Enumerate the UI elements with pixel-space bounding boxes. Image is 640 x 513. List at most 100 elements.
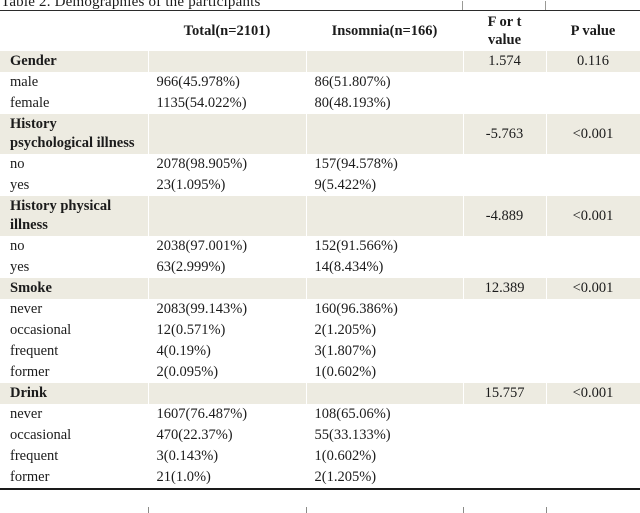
p-value	[546, 175, 640, 196]
p-value	[546, 236, 640, 257]
table-row: yes 23(1.095%) 9(5.422%)	[0, 175, 640, 196]
f-or-t-value: 1.574	[463, 51, 547, 72]
row-label: Smoke	[0, 278, 149, 299]
row-label: no	[0, 154, 149, 175]
f-or-t-value	[463, 299, 547, 320]
total-value	[148, 114, 307, 154]
table-row: frequent 4(0.19%) 3(1.807%)	[0, 341, 640, 362]
f-or-t-value: 15.757	[463, 383, 547, 404]
table-row: History psychological illness -5.763 <0.00…	[0, 114, 640, 154]
table-row: never 2083(99.143%) 160(96.386%)	[0, 299, 640, 320]
row-label: frequent	[0, 341, 149, 362]
total-value: 23(1.095%)	[148, 175, 307, 196]
insomnia-value: 86(51.807%)	[306, 72, 464, 93]
insomnia-value: 157(94.578%)	[306, 154, 464, 175]
total-value: 966(45.978%)	[148, 72, 307, 93]
p-value	[546, 446, 640, 467]
f-or-t-value	[463, 341, 547, 362]
total-value: 2083(99.143%)	[148, 299, 307, 320]
row-label: never	[0, 404, 149, 425]
column-boundary-tick	[545, 1, 546, 10]
table-row: former 21(1.0%) 2(1.205%)	[0, 467, 640, 489]
total-value: 12(0.571%)	[148, 320, 307, 341]
p-value	[546, 404, 640, 425]
column-header-total: Total(n=2101)	[183, 23, 271, 39]
row-label: yes	[0, 257, 149, 278]
f-or-t-value	[463, 257, 547, 278]
row-label: former	[0, 362, 149, 383]
table-row: male 966(45.978%) 86(51.807%)	[0, 72, 640, 93]
row-label: male	[0, 72, 149, 93]
f-or-t-value	[463, 175, 547, 196]
p-value	[546, 467, 640, 489]
total-value: 2038(97.001%)	[148, 236, 307, 257]
table-row: occasional 470(22.37%) 55(33.133%)	[0, 425, 640, 446]
column-boundary-tick	[306, 507, 307, 513]
insomnia-value: 80(48.193%)	[306, 93, 464, 114]
f-or-t-value	[463, 154, 547, 175]
total-value: 1135(54.022%)	[148, 93, 307, 114]
insomnia-value: 55(33.133%)	[306, 425, 464, 446]
insomnia-value: 1(0.602%)	[306, 362, 464, 383]
table-row: History physical illness -4.889 <0.001	[0, 196, 640, 236]
f-or-t-value: 12.389	[463, 278, 547, 299]
p-value	[546, 93, 640, 114]
row-label: occasional	[0, 425, 149, 446]
row-label: Gender	[0, 51, 149, 72]
table-row: yes 63(2.999%) 14(8.434%)	[0, 257, 640, 278]
insomnia-value: 1(0.602%)	[306, 446, 464, 467]
column-boundary-tick	[148, 507, 149, 513]
p-value: <0.001	[546, 196, 640, 236]
p-value	[546, 299, 640, 320]
total-value: 63(2.999%)	[148, 257, 307, 278]
f-or-t-value	[463, 320, 547, 341]
insomnia-value: 9(5.422%)	[306, 175, 464, 196]
row-label: yes	[0, 175, 149, 196]
table-row: no 2078(98.905%) 157(94.578%)	[0, 154, 640, 175]
insomnia-value: 108(65.06%)	[306, 404, 464, 425]
p-value	[546, 362, 640, 383]
p-value	[546, 72, 640, 93]
f-or-t-value: -4.889	[463, 196, 547, 236]
p-value	[546, 320, 640, 341]
column-boundary-tick	[546, 507, 547, 513]
total-value	[148, 51, 307, 72]
insomnia-value	[306, 51, 464, 72]
insomnia-value: 3(1.807%)	[306, 341, 464, 362]
f-or-t-value	[463, 467, 547, 489]
insomnia-value: 14(8.434%)	[306, 257, 464, 278]
column-header-f-or-t-value: F or t value	[487, 14, 522, 48]
p-value: <0.001	[546, 278, 640, 299]
total-value: 1607(76.487%)	[148, 404, 307, 425]
table-row: female 1135(54.022%) 80(48.193%)	[0, 93, 640, 114]
table-row: former 2(0.095%) 1(0.602%)	[0, 362, 640, 383]
column-boundary-tick	[462, 1, 463, 10]
column-header-variable	[0, 11, 148, 52]
table-caption: Table 2. Demographies of the participant…	[1, 0, 261, 10]
row-label: former	[0, 467, 149, 489]
row-label: Drink	[0, 383, 149, 404]
insomnia-value: 2(1.205%)	[306, 467, 464, 489]
f-or-t-value	[463, 93, 547, 114]
table-row: Drink 15.757 <0.001	[0, 383, 640, 404]
f-or-t-value	[463, 72, 547, 93]
total-value: 2(0.095%)	[148, 362, 307, 383]
table-row: no 2038(97.001%) 152(91.566%)	[0, 236, 640, 257]
total-value: 2078(98.905%)	[148, 154, 307, 175]
p-value	[546, 425, 640, 446]
table-row: occasional 12(0.571%) 2(1.205%)	[0, 320, 640, 341]
table-row: Gender 1.574 0.116	[0, 51, 640, 72]
f-or-t-value	[463, 446, 547, 467]
row-label: frequent	[0, 446, 149, 467]
f-or-t-value	[463, 236, 547, 257]
row-label: History psychological illness	[0, 114, 149, 154]
total-value	[148, 196, 307, 236]
row-label: female	[0, 93, 149, 114]
insomnia-value	[306, 383, 464, 404]
f-or-t-value	[463, 404, 547, 425]
column-header-p-value: P value	[570, 23, 616, 39]
table-row: never 1607(76.487%) 108(65.06%)	[0, 404, 640, 425]
column-header-insomnia: Insomnia(n=166)	[331, 23, 438, 39]
insomnia-value: 160(96.386%)	[306, 299, 464, 320]
